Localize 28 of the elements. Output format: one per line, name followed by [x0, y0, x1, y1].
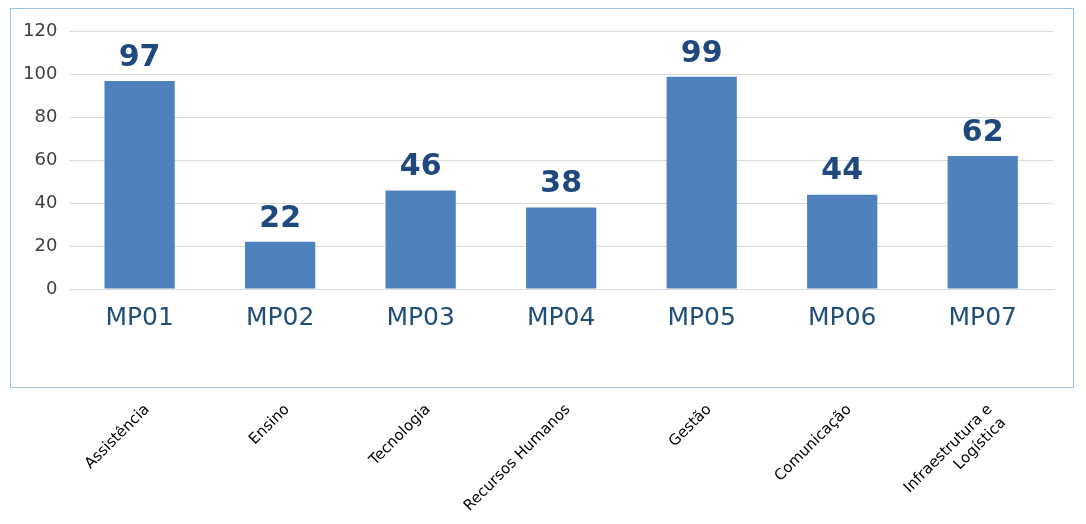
bar — [947, 156, 1018, 289]
data-label: 22 — [259, 198, 302, 234]
data-label: 97 — [118, 37, 161, 73]
y-tick-label: 20 — [34, 233, 58, 255]
y-tick-label: 120 — [23, 19, 58, 41]
data-label: 46 — [399, 147, 442, 183]
data-label: 99 — [680, 33, 723, 69]
x-tick-label: MP05 — [667, 301, 736, 331]
x-tick-label: MP07 — [948, 301, 1017, 331]
x-tick-label: MP01 — [105, 301, 174, 331]
bar — [666, 76, 737, 289]
x-tick-label: MP03 — [386, 301, 455, 331]
y-tick-label: 60 — [34, 148, 58, 170]
y-tick-label: 100 — [23, 62, 58, 84]
x-tick-label: MP06 — [807, 301, 877, 331]
y-tick-label: 40 — [34, 190, 58, 212]
bar — [245, 241, 316, 289]
bar — [104, 81, 175, 289]
bar — [385, 190, 456, 289]
y-tick-label: 80 — [34, 105, 58, 127]
data-label: 44 — [821, 151, 864, 187]
bar — [526, 207, 597, 289]
bar — [807, 194, 878, 289]
y-tick-label: 0 — [45, 276, 58, 298]
data-label: 62 — [961, 112, 1004, 148]
x-tick-label: MP04 — [526, 301, 596, 331]
x-tick-label: MP02 — [245, 301, 315, 331]
data-label: 38 — [540, 164, 583, 200]
